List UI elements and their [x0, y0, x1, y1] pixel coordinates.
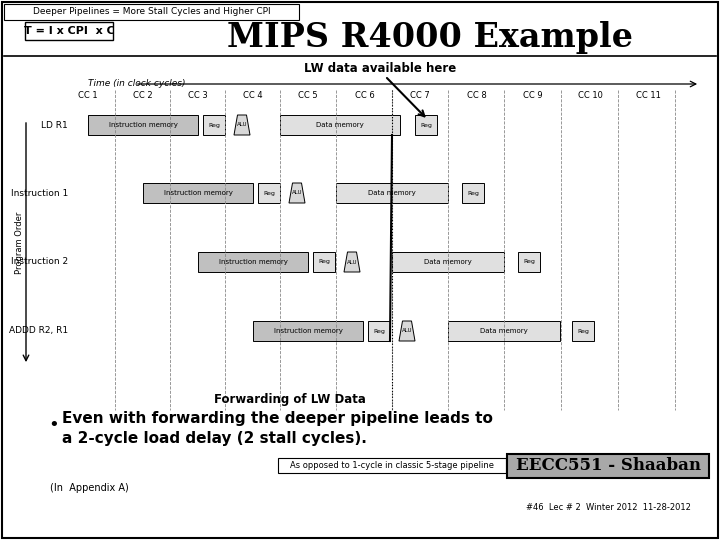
- Text: Data memory: Data memory: [316, 122, 364, 128]
- Text: Forwarding of LW Data: Forwarding of LW Data: [214, 394, 366, 407]
- Text: ALU: ALU: [402, 328, 413, 334]
- Text: ALU: ALU: [292, 191, 302, 195]
- Text: Reg: Reg: [577, 328, 589, 334]
- FancyBboxPatch shape: [143, 183, 253, 203]
- Text: CC 8: CC 8: [467, 91, 487, 100]
- Text: CC 6: CC 6: [355, 91, 375, 100]
- Text: CC 11: CC 11: [636, 91, 660, 100]
- Text: CC 1: CC 1: [78, 91, 98, 100]
- Text: Deeper Pipelines = More Stall Cycles and Higher CPI: Deeper Pipelines = More Stall Cycles and…: [33, 8, 271, 17]
- Text: a 2-cycle load delay (2 stall cycles).: a 2-cycle load delay (2 stall cycles).: [62, 430, 367, 445]
- Text: Instruction memory: Instruction memory: [219, 259, 287, 265]
- Text: Instruction memory: Instruction memory: [274, 328, 343, 334]
- Text: T = I x CPI  x C: T = I x CPI x C: [24, 26, 114, 36]
- Text: CC 9: CC 9: [523, 91, 543, 100]
- FancyBboxPatch shape: [253, 321, 363, 341]
- Text: Reg: Reg: [318, 260, 330, 265]
- Text: CC 5: CC 5: [298, 91, 318, 100]
- Text: (In  Appendix A): (In Appendix A): [50, 483, 129, 493]
- FancyBboxPatch shape: [280, 115, 400, 135]
- FancyBboxPatch shape: [88, 115, 198, 135]
- Text: Program Order: Program Order: [16, 212, 24, 274]
- Text: Reg: Reg: [420, 123, 432, 127]
- Text: Instruction 1: Instruction 1: [11, 188, 68, 198]
- FancyBboxPatch shape: [415, 115, 437, 135]
- FancyBboxPatch shape: [392, 252, 504, 272]
- Text: As opposed to 1-cycle in classic 5-stage pipeline: As opposed to 1-cycle in classic 5-stage…: [290, 461, 494, 470]
- Text: Instruction memory: Instruction memory: [109, 122, 177, 128]
- Text: CC 3: CC 3: [188, 91, 208, 100]
- FancyBboxPatch shape: [462, 183, 484, 203]
- Text: Data memory: Data memory: [424, 259, 472, 265]
- Text: LD R1: LD R1: [41, 120, 68, 130]
- Text: Instruction 2: Instruction 2: [11, 258, 68, 267]
- FancyBboxPatch shape: [572, 321, 594, 341]
- FancyBboxPatch shape: [4, 4, 299, 20]
- Text: ADDD R2, R1: ADDD R2, R1: [9, 327, 68, 335]
- Text: CC 2: CC 2: [133, 91, 153, 100]
- FancyBboxPatch shape: [368, 321, 390, 341]
- Text: Reg: Reg: [263, 191, 275, 195]
- Text: ALU: ALU: [347, 260, 357, 265]
- Polygon shape: [344, 252, 360, 272]
- Text: LW data available here: LW data available here: [304, 62, 456, 75]
- FancyBboxPatch shape: [25, 22, 113, 40]
- Polygon shape: [289, 183, 305, 203]
- FancyBboxPatch shape: [278, 458, 506, 473]
- Text: •: •: [48, 416, 59, 434]
- FancyBboxPatch shape: [336, 183, 448, 203]
- Text: Even with forwarding the deeper pipeline leads to: Even with forwarding the deeper pipeline…: [62, 410, 493, 426]
- Text: Reg: Reg: [467, 191, 479, 195]
- Polygon shape: [234, 115, 250, 135]
- Text: CC 4: CC 4: [243, 91, 263, 100]
- Text: Instruction memory: Instruction memory: [163, 190, 233, 196]
- FancyBboxPatch shape: [203, 115, 225, 135]
- FancyBboxPatch shape: [313, 252, 335, 272]
- FancyBboxPatch shape: [507, 454, 709, 478]
- Polygon shape: [399, 321, 415, 341]
- FancyBboxPatch shape: [258, 183, 280, 203]
- FancyBboxPatch shape: [198, 252, 308, 272]
- Text: MIPS R4000 Example: MIPS R4000 Example: [227, 22, 633, 55]
- FancyBboxPatch shape: [448, 321, 560, 341]
- Text: EECC551 - Shaaban: EECC551 - Shaaban: [516, 457, 701, 475]
- Text: CC 7: CC 7: [410, 91, 430, 100]
- Text: #46  Lec # 2  Winter 2012  11-28-2012: #46 Lec # 2 Winter 2012 11-28-2012: [526, 503, 690, 512]
- Text: Data memory: Data memory: [368, 190, 416, 196]
- Text: Reg: Reg: [523, 260, 535, 265]
- Text: Data memory: Data memory: [480, 328, 528, 334]
- FancyBboxPatch shape: [518, 252, 540, 272]
- Text: Reg: Reg: [373, 328, 385, 334]
- Text: CC 10: CC 10: [577, 91, 603, 100]
- Text: ALU: ALU: [237, 123, 247, 127]
- Text: Time (in clock cycles): Time (in clock cycles): [88, 79, 186, 89]
- Text: Reg: Reg: [208, 123, 220, 127]
